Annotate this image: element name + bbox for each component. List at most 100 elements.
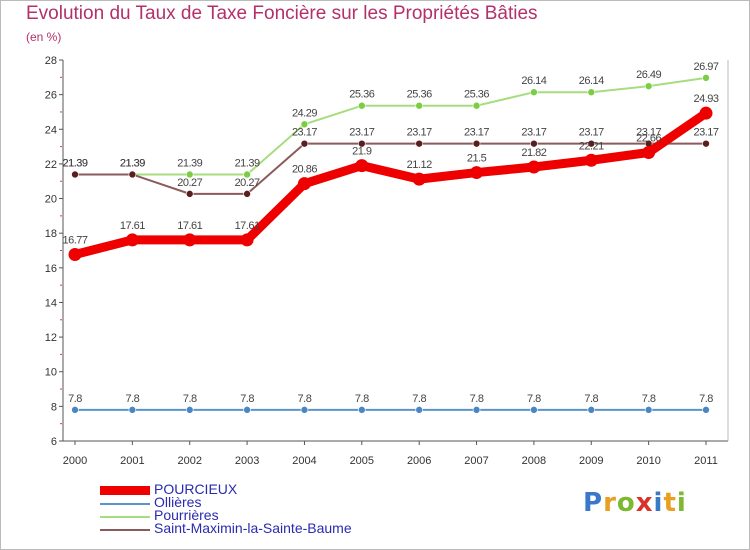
y-tick-label: 28 <box>45 55 57 67</box>
logo-letter: i <box>653 488 664 518</box>
series-line <box>75 76 707 176</box>
legend-swatch <box>100 486 150 495</box>
data-label: 25.36 <box>407 89 432 101</box>
data-label: 7.8 <box>642 393 656 405</box>
data-label: 23.17 <box>693 127 718 139</box>
y-tick-label: 16 <box>45 263 57 275</box>
data-point <box>240 233 254 247</box>
data-label: 21.39 <box>120 157 145 169</box>
data-point <box>243 170 251 179</box>
data-label: 21.9 <box>352 146 372 158</box>
data-point <box>642 145 656 159</box>
data-label: 23.17 <box>407 127 432 139</box>
legend-swatch <box>100 503 150 505</box>
y-tick-label: 12 <box>45 332 57 344</box>
data-label: 23.17 <box>636 127 661 139</box>
data-point <box>300 406 309 414</box>
series-line <box>75 142 706 195</box>
data-label: 7.8 <box>470 393 484 405</box>
legend-swatch <box>100 516 150 518</box>
data-point <box>702 406 710 414</box>
data-label: 17.61 <box>235 220 260 232</box>
data-point <box>185 190 194 198</box>
data-label: 23.17 <box>464 127 489 139</box>
data-label: 21.5 <box>467 153 487 165</box>
series-saint-maximin-la-sainte-baume <box>71 139 710 198</box>
y-tick-label: 10 <box>45 367 57 379</box>
data-label: 24.29 <box>292 107 317 119</box>
data-label: 21.39 <box>120 157 145 169</box>
data-point <box>415 406 423 414</box>
data-point <box>415 139 423 148</box>
data-label: 21.12 <box>407 159 432 171</box>
data-point <box>472 101 481 110</box>
data-point <box>300 139 309 148</box>
y-tick-label: 20 <box>45 194 57 206</box>
data-label: 26.97 <box>693 61 718 73</box>
data-point <box>472 406 481 414</box>
data-label: 7.8 <box>68 393 82 405</box>
data-label: 23.17 <box>579 127 604 139</box>
legend-label: Saint-Maximin-la-Sainte-Baume <box>154 520 352 536</box>
series-pourri-res <box>71 74 710 179</box>
data-label: 17.61 <box>177 220 202 232</box>
data-label: 21.39 <box>177 157 202 169</box>
series-olli-res <box>71 406 710 414</box>
data-point <box>587 406 596 414</box>
data-label: 7.8 <box>527 393 541 405</box>
data-label: 24.93 <box>693 93 718 105</box>
x-tick-label: 2011 <box>694 455 718 467</box>
x-tick-label: 2000 <box>63 455 87 467</box>
data-point <box>644 406 653 414</box>
data-point <box>412 172 426 186</box>
chart-title: Evolution du Taux de Taxe Foncière sur l… <box>26 3 538 24</box>
data-point <box>185 406 194 414</box>
data-label: 7.8 <box>412 393 426 405</box>
data-label: 21.39 <box>235 157 260 169</box>
x-tick-label: 2009 <box>579 455 603 467</box>
data-point <box>472 139 481 148</box>
data-point <box>297 177 311 191</box>
data-label: 22.21 <box>579 140 604 152</box>
data-point <box>702 139 710 148</box>
data-point <box>71 170 79 179</box>
x-tick-label: 2001 <box>120 455 144 467</box>
y-tick-label: 24 <box>45 124 57 136</box>
x-tick-label: 2002 <box>177 455 201 467</box>
x-tick-label: 2010 <box>636 455 660 467</box>
legend-swatch <box>100 529 150 531</box>
data-point <box>470 166 484 180</box>
data-label: 23.17 <box>521 127 546 139</box>
data-label: 7.8 <box>298 393 312 405</box>
data-point <box>584 153 598 167</box>
data-label: 7.8 <box>125 393 139 405</box>
y-tick-label: 18 <box>45 228 57 240</box>
logo-letter: r <box>603 488 617 518</box>
data-point <box>358 101 366 110</box>
legend-label: POURCIEUX <box>154 481 238 497</box>
data-point <box>527 160 541 174</box>
y-tick-label: 14 <box>45 297 57 309</box>
data-label: 21.82 <box>521 147 546 159</box>
data-label: 7.8 <box>183 393 197 405</box>
data-point <box>530 139 538 148</box>
axes: 6 8 10 12 14 16 18 20 22 24 26 28 2000 2001 2002 2003 20… <box>45 55 729 467</box>
data-label: 21.39 <box>62 157 87 169</box>
data-point <box>415 101 423 110</box>
data-label: 17.61 <box>120 220 145 232</box>
legend-label: Ollières <box>154 494 202 510</box>
data-label: 7.8 <box>355 393 369 405</box>
data-point <box>530 88 538 97</box>
series-pourcieux <box>68 106 713 261</box>
x-tick-label: 2007 <box>464 455 488 467</box>
data-point <box>358 406 366 414</box>
data-point <box>699 106 713 120</box>
data-point <box>128 406 137 414</box>
series-line <box>70 108 711 259</box>
data-label: 23.17 <box>292 127 317 139</box>
data-point <box>587 139 596 148</box>
data-point <box>358 139 366 148</box>
logo-letter: i <box>676 488 687 518</box>
y-tick-label: 6 <box>51 436 57 448</box>
